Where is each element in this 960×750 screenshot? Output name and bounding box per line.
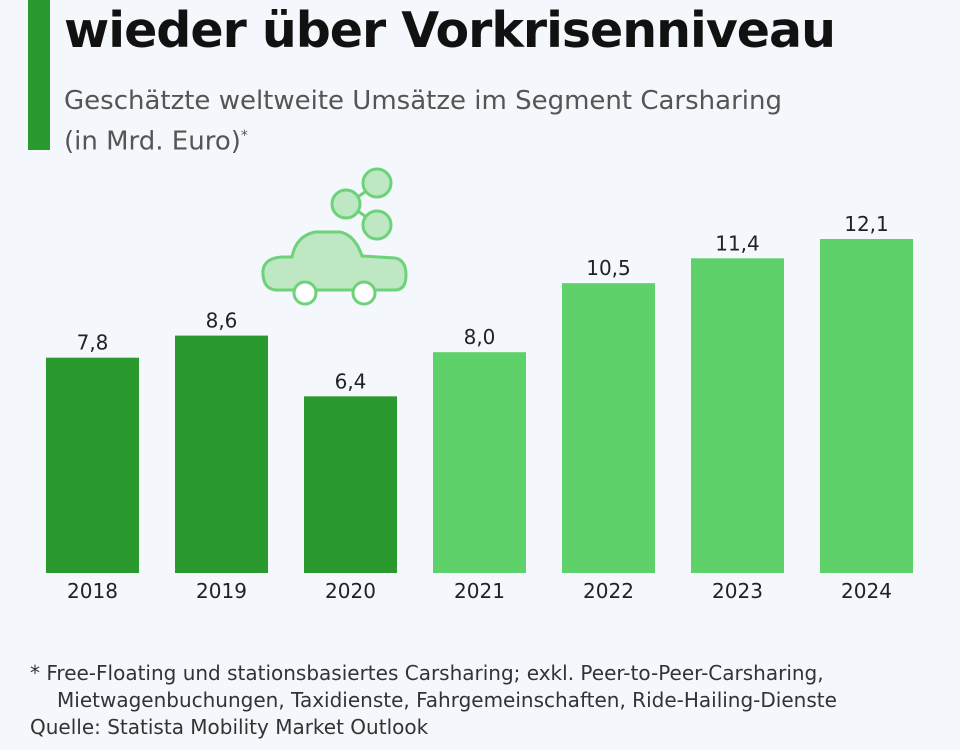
subtitle-line: Geschätzte weltweite Umsätze im Segment … <box>64 86 782 116</box>
x-tick-label: 2024 <box>841 579 892 603</box>
bar-2022 <box>562 283 655 573</box>
x-tick-label: 2020 <box>325 579 376 603</box>
data-label: 8,0 <box>464 325 496 349</box>
data-label: 12,1 <box>844 212 889 236</box>
bar-2024 <box>820 239 913 573</box>
bar-2021 <box>433 352 526 573</box>
car-sharing-icon <box>261 167 408 306</box>
x-tick-label: 2018 <box>67 579 118 603</box>
data-label: 7,8 <box>77 331 109 355</box>
footnote: * Free-Floating und stationsbasiertes Ca… <box>30 660 837 741</box>
data-label: 8,6 <box>206 309 238 333</box>
x-tick-label: 2021 <box>454 579 505 603</box>
source: Quelle: Statista Mobility Market Outlook <box>30 715 429 739</box>
x-tick-label: 2023 <box>712 579 763 603</box>
chart-subtitle: Geschätzte weltweite Umsätze im Segment … <box>64 84 924 160</box>
x-tick-label: 2022 <box>583 579 634 603</box>
unit-label: (in Mrd. Euro) <box>64 126 241 157</box>
bar-2023 <box>691 258 784 573</box>
data-label: 6,4 <box>335 369 367 393</box>
bar-chart: 7,8 2018 8,6 2019 6,4 2020 8,0 2021 10,5 2022 11,4… <box>46 167 913 603</box>
chart-title: wieder über Vorkrisenniveau <box>64 2 836 59</box>
x-tick-label: 2019 <box>196 579 247 603</box>
footnote-line: Mietwagenbuchungen, Taxidienste, Fahrgem… <box>57 688 837 712</box>
bar-2020 <box>304 396 397 573</box>
bar-2018 <box>46 357 139 573</box>
bar-2019 <box>175 335 268 573</box>
accent-bar <box>28 0 50 150</box>
unit-line: (in Mrd. Euro)* <box>64 119 924 160</box>
data-label: 10,5 <box>586 256 631 280</box>
footnote-line: * Free-Floating und stationsbasiertes Ca… <box>30 661 824 685</box>
data-label: 11,4 <box>715 231 760 255</box>
unit-footnote-mark: * <box>240 128 248 144</box>
